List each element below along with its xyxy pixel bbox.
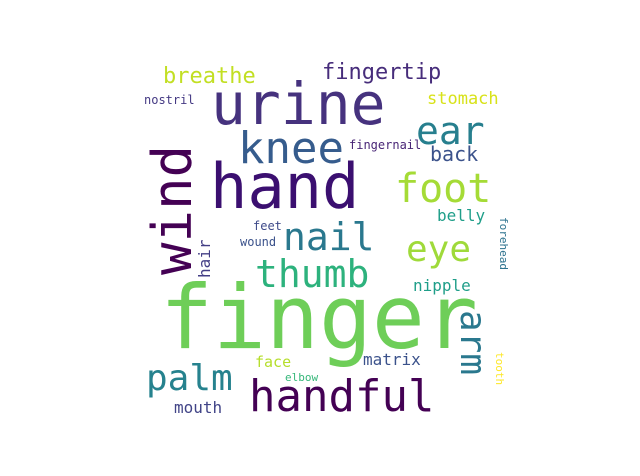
word-eye: eye [406,229,471,270]
word-fingertip: fingertip [322,60,441,85]
word-wind: wind [141,145,204,275]
word-elbow: elbow [285,371,318,384]
word-nostril: nostril [144,93,195,107]
word-arm: arm [452,310,493,375]
word-stomach: stomach [427,89,499,109]
word-nail: nail [283,215,375,259]
word-matrix: matrix [363,350,421,369]
word-mouth: mouth [174,398,222,417]
word-thumb: thumb [255,252,369,296]
word-hand: hand [210,150,359,223]
word-breathe: breathe [163,64,256,89]
word-finger: finger [160,266,478,369]
word-foot: foot [395,166,491,212]
word-feet: feet [253,219,282,233]
word-nipple: nipple [413,276,471,295]
word-face: face [255,353,291,371]
word-wound: wound [240,235,276,249]
word-tooth: tooth [493,352,506,385]
word-fingernail: fingernail [349,138,421,152]
word-back: back [430,142,478,166]
word-urine: urine [211,70,386,138]
word-handful: handful [249,371,434,422]
word-forehead: forehead [497,217,510,270]
word-ear: ear [416,109,485,153]
word-knee: knee [238,123,344,174]
word-belly: belly [437,206,486,225]
word-hair: hair [195,239,214,278]
word-palm: palm [146,358,233,399]
